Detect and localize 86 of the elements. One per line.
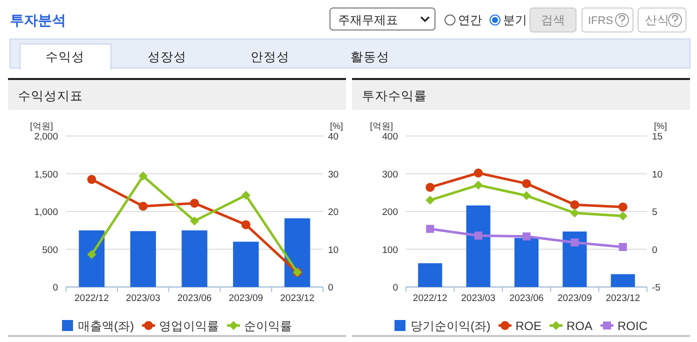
- bar: [78, 230, 105, 287]
- text: 성장성: [148, 50, 186, 64]
- point: [138, 202, 148, 211]
- point: [426, 196, 435, 205]
- text: IFRS: [588, 15, 614, 27]
- y2-tick-label: 40: [328, 132, 339, 142]
- text: 검색: [541, 13, 565, 27]
- y2-tick-label: 10: [652, 169, 663, 180]
- x-tick-label: 2022/12: [74, 293, 109, 304]
- bar: [233, 242, 259, 287]
- legend-label: ROE: [515, 319, 542, 333]
- legend-label: 순이익률: [244, 319, 292, 333]
- y-tick-label: 0: [392, 282, 398, 294]
- point: [87, 174, 96, 184]
- bar: [130, 231, 156, 287]
- legend-label: 당기순이익(좌): [410, 319, 490, 333]
- x-tick-label: 2023/03: [461, 293, 496, 304]
- x-tick-label: 2023/12: [280, 293, 314, 304]
- y2-tick-label: -5: [652, 282, 660, 294]
- bar: [466, 205, 490, 287]
- chart-title: 투자수익률: [362, 89, 427, 103]
- point: [570, 208, 580, 218]
- point: [426, 224, 434, 233]
- x-tick-label: 2023/09: [558, 293, 592, 304]
- bar: [284, 218, 310, 287]
- point: [522, 179, 531, 188]
- bar: [418, 263, 442, 287]
- point: [522, 232, 530, 240]
- legend-label: 영업이익률: [159, 319, 219, 333]
- bar: [514, 238, 539, 287]
- y2-tick-label: 15: [652, 132, 663, 142]
- y-tick-label: 1,500: [34, 169, 58, 180]
- y2-tick-label: 0: [652, 244, 658, 256]
- point: [190, 216, 199, 226]
- point: [138, 172, 148, 181]
- bar: [562, 232, 587, 287]
- point: [474, 232, 482, 240]
- text: 수익성: [46, 50, 84, 64]
- point: [570, 238, 579, 246]
- y-tick-label: 2,000: [34, 132, 58, 142]
- point: [618, 242, 627, 251]
- text: 투자분석: [10, 12, 66, 28]
- text: 분기: [503, 13, 527, 27]
- y-tick-label: 300: [382, 169, 398, 180]
- text: 산식: [645, 13, 669, 27]
- x-tick-label: 2023/03: [126, 293, 160, 304]
- bar: [182, 230, 208, 287]
- y2-tick-label: 10: [328, 244, 339, 256]
- y-axis-title: [억원]: [370, 121, 394, 131]
- text: 안정성: [250, 50, 290, 64]
- y2-tick-label: 30: [328, 169, 339, 180]
- point: [522, 191, 531, 200]
- y2-tick-label: 20: [328, 207, 339, 218]
- point: [190, 198, 199, 208]
- y2-axis-title: [%]: [654, 121, 668, 131]
- x-tick-label: 2023/12: [606, 293, 640, 304]
- point: [426, 182, 435, 192]
- point: [570, 200, 580, 210]
- y2-tick-label: 0: [328, 282, 334, 294]
- y-tick-label: 1,000: [34, 207, 58, 218]
- y2-tick-label: 5: [652, 207, 658, 218]
- y2-axis-title: [%]: [330, 121, 344, 131]
- point: [241, 220, 250, 230]
- text: 연간: [458, 13, 482, 27]
- x-tick-label: 2022/12: [412, 293, 448, 304]
- y-tick-label: 200: [382, 207, 398, 218]
- point: [87, 250, 96, 260]
- y-tick-label: 100: [382, 244, 398, 256]
- text: 활동성: [350, 50, 390, 64]
- point: [474, 168, 483, 178]
- y-tick-label: 500: [42, 244, 58, 256]
- legend-label: ROA: [566, 319, 593, 333]
- x-tick-label: 2023/09: [228, 293, 264, 304]
- y-tick-label: 0: [52, 282, 58, 294]
- legend-label: 매출액(좌): [78, 319, 134, 333]
- point: [618, 202, 628, 212]
- bar: [610, 274, 635, 287]
- text: 주재무제표: [338, 13, 398, 27]
- point: [474, 180, 483, 190]
- chart-title: 수익성지표: [18, 89, 83, 103]
- x-tick-label: 2023/06: [509, 293, 544, 304]
- x-tick-label: 2023/06: [177, 293, 212, 304]
- y-tick-label: 400: [382, 132, 398, 142]
- point: [241, 190, 250, 200]
- legend-label: ROIC: [618, 319, 648, 333]
- y-axis-title: [억원]: [30, 121, 54, 131]
